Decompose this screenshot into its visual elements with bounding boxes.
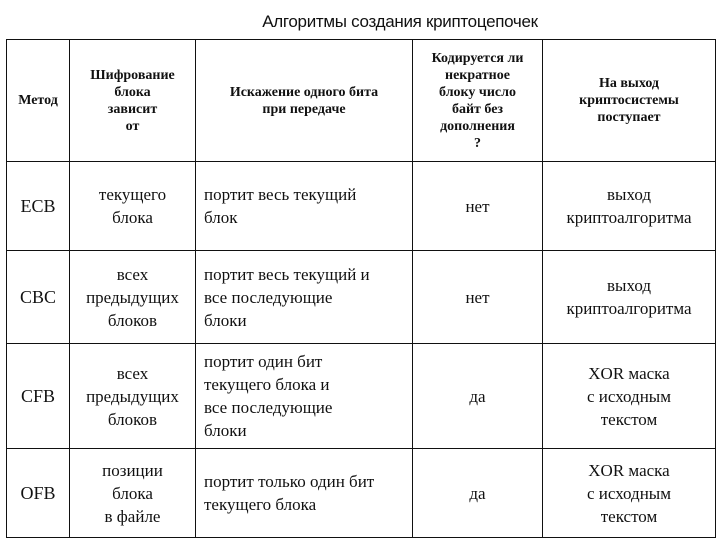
cell-depends: текущего блока	[69, 161, 196, 251]
cell-depends: позиции блока в файле	[69, 448, 196, 538]
header-padding: Кодируется ли некратное блоку число байт…	[412, 39, 543, 162]
crypto-chain-modes-table: Метод Шифрование блока зависит от Искаже…	[6, 39, 716, 538]
table-row: CBC всех предыдущих блоков портит весь т…	[6, 250, 716, 344]
header-method: Метод	[6, 39, 70, 162]
cell-output: XOR маска с исходным текстом	[542, 448, 716, 538]
cell-depends: всех предыдущих блоков	[69, 343, 196, 449]
header-distortion: Искажение одного бита при передаче	[195, 39, 413, 162]
cell-method: CBC	[6, 250, 70, 344]
cell-distortion: портит весь текущий блок	[195, 161, 413, 251]
cell-distortion: портит один бит текущего блока и все пос…	[195, 343, 413, 449]
cell-method: ECB	[6, 161, 70, 251]
cell-distortion: портит только один бит текущего блока	[195, 448, 413, 538]
table-row: OFB позиции блока в файле портит только …	[6, 448, 716, 538]
cell-output: выход криптоалгоритма	[542, 161, 716, 251]
header-depends: Шифрование блока зависит от	[69, 39, 196, 162]
cell-depends: всех предыдущих блоков	[69, 250, 196, 344]
cell-padding: да	[412, 448, 543, 538]
header-row: Метод Шифрование блока зависит от Искаже…	[6, 39, 716, 162]
table-row: ECB текущего блока портит весь текущий б…	[6, 161, 716, 251]
cell-padding: да	[412, 343, 543, 449]
cell-method: OFB	[6, 448, 70, 538]
cell-padding: нет	[412, 250, 543, 344]
cell-method: CFB	[6, 343, 70, 449]
cell-distortion: портит весь текущий и все последующие бл…	[195, 250, 413, 344]
cell-output: выход криптоалгоритма	[542, 250, 716, 344]
cell-padding: нет	[412, 161, 543, 251]
table-row: CFB всех предыдущих блоков портит один б…	[6, 343, 716, 449]
slide-title: Алгоритмы создания криптоцепочек	[262, 12, 538, 31]
header-output: На выход криптосистемы поступает	[542, 39, 716, 162]
cell-output: XOR маска с исходным текстом	[542, 343, 716, 449]
